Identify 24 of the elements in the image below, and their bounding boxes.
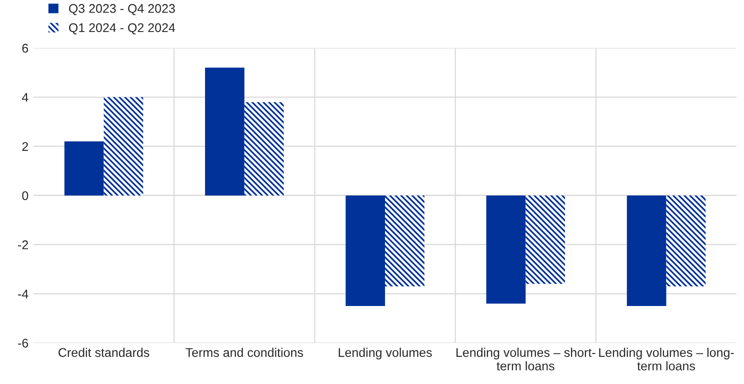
bar bbox=[666, 195, 706, 286]
x-tick-label: Credit standards bbox=[58, 348, 150, 357]
x-tick-label: Lending volumes – long-term loans bbox=[599, 348, 734, 370]
x-tick-label: Lending volumes – short-term loans bbox=[456, 348, 596, 370]
y-tick-label: -6 bbox=[18, 338, 28, 348]
y-tick-label: -4 bbox=[18, 290, 28, 298]
bar bbox=[385, 195, 424, 286]
y-tick-label: 4 bbox=[22, 93, 28, 102]
x-tick-label: Terms and conditions bbox=[186, 348, 304, 357]
bar bbox=[626, 195, 666, 306]
legend-label: Q3 2023 - Q4 2023 bbox=[69, 4, 175, 16]
y-tick-label: 6 bbox=[22, 44, 28, 53]
legend-label: Q1 2024 - Q2 2024 bbox=[69, 23, 176, 34]
bar bbox=[64, 141, 104, 196]
y-tick-label: 0 bbox=[22, 191, 28, 200]
y-tick-label: -2 bbox=[18, 240, 28, 250]
bar bbox=[205, 68, 244, 196]
bar bbox=[104, 97, 144, 196]
bar bbox=[244, 102, 284, 196]
bar bbox=[526, 195, 566, 284]
y-tick-label: 2 bbox=[22, 142, 28, 151]
x-tick-label: Lending volumes bbox=[338, 348, 432, 360]
bar bbox=[346, 195, 386, 306]
bar bbox=[486, 195, 526, 304]
